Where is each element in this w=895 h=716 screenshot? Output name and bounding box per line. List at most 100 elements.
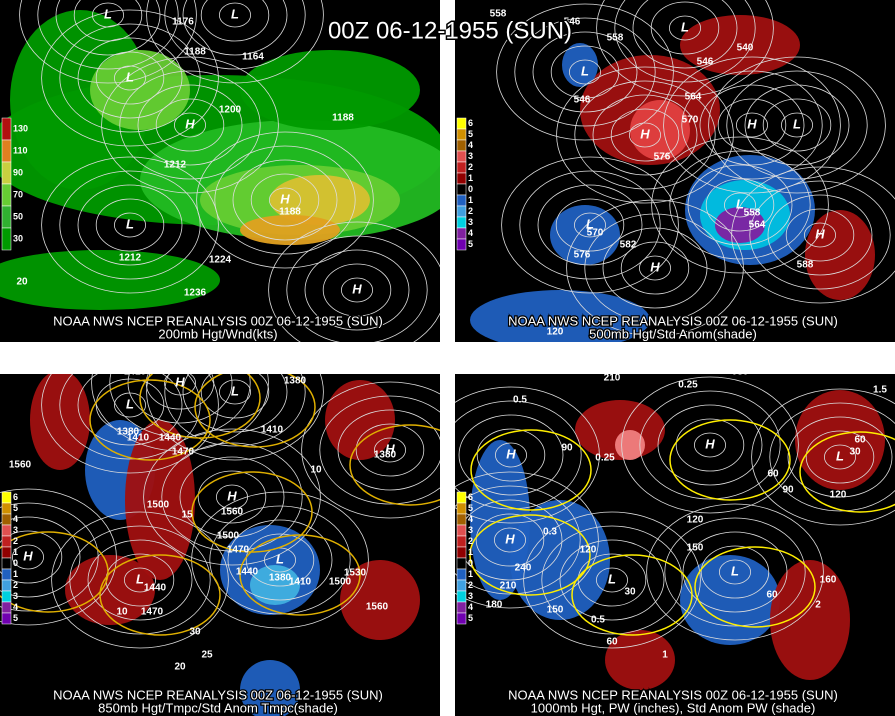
contour-label: 570 — [587, 228, 604, 239]
contour-label: 1410 — [127, 433, 150, 444]
contour-line — [621, 376, 799, 514]
contour-line — [559, 539, 665, 621]
contour-line — [114, 392, 147, 418]
shading — [805, 210, 875, 300]
pressure-center: L — [731, 563, 739, 578]
contour-label: 588 — [797, 260, 814, 271]
temp-contour — [799, 431, 895, 513]
legend-label: 2 — [468, 206, 473, 216]
legend-label: 4 — [13, 602, 18, 612]
contour-line — [215, 484, 248, 510]
caption-product: 500mb Hgt/Std Anom(shade) — [589, 326, 757, 341]
contour-label: 160 — [820, 575, 837, 586]
contour-label: 1500 — [147, 500, 170, 511]
contour-line — [717, 98, 787, 152]
shading — [770, 560, 850, 680]
contour-line — [373, 437, 406, 463]
temp-contour — [239, 534, 361, 616]
contour-line — [574, 80, 716, 190]
legend-swatch — [456, 590, 467, 603]
caption-source: NOAA NWS NCEP REANALYSIS 00Z 06-12-1955 … — [53, 313, 383, 328]
pressure-center: L — [126, 69, 134, 84]
shading — [240, 660, 300, 716]
contour-label: 210 — [604, 373, 621, 384]
contour-line — [109, 374, 251, 438]
legend-label: 1 — [468, 547, 473, 557]
contour-label: 90 — [782, 485, 794, 496]
contour-line — [574, 212, 607, 238]
pressure-center: H — [385, 441, 395, 456]
contour-line — [523, 511, 701, 649]
legend-label: 1 — [13, 547, 18, 557]
contour-line — [675, 418, 745, 472]
contour-line — [629, 122, 662, 148]
legend-swatch — [1, 524, 12, 537]
contour-line — [41, 374, 219, 474]
contour-label: 1410 — [289, 577, 312, 588]
legend-label: 4 — [468, 140, 473, 150]
contour-label: 150 — [687, 543, 704, 554]
contour-line — [705, 178, 775, 232]
contour-line — [41, 9, 219, 147]
contour-label: 1176 — [172, 17, 194, 28]
legend-swatch — [456, 172, 467, 185]
contour-line — [41, 156, 219, 294]
contour-label: 120 — [830, 490, 847, 501]
contour-label: 25 — [201, 650, 213, 661]
shading — [550, 205, 620, 265]
contour-label: 150 — [547, 605, 564, 616]
contour-label: 1530 — [344, 568, 367, 579]
contour-line — [200, 374, 270, 419]
legend-label: 1 — [468, 569, 473, 579]
pressure-center: L — [586, 216, 594, 231]
contour-line — [0, 502, 99, 612]
contour-line — [232, 159, 338, 241]
contour-label: 1470 — [172, 447, 195, 458]
legend-swatch — [456, 227, 467, 240]
contour-label: 60 — [606, 637, 618, 648]
contour-line — [726, 70, 868, 180]
legend-swatch — [1, 183, 12, 207]
pressure-center: L — [681, 19, 689, 34]
contour-line — [566, 199, 744, 337]
legend-label: 50 — [13, 211, 23, 221]
contour-label: 180 — [486, 600, 503, 611]
pressure-center: H — [227, 488, 237, 503]
contour-label: 1410 — [261, 425, 284, 436]
legend-label: 70 — [13, 189, 23, 199]
legend-label: 0 — [468, 184, 473, 194]
contour-label: 20 — [16, 277, 28, 288]
contour-line — [124, 567, 157, 593]
contour-label: 1440 — [144, 583, 167, 594]
contour-line — [55, 0, 161, 56]
pressure-center: H — [185, 116, 195, 131]
contour-label: 120 — [687, 515, 704, 526]
contour-line — [596, 0, 774, 97]
pressure-center: H — [280, 191, 290, 206]
shading — [795, 390, 885, 490]
pressure-center: H — [505, 531, 515, 546]
contour-label: 1224 — [209, 255, 232, 266]
contour-label: 60 — [766, 590, 778, 601]
contour-line — [209, 505, 351, 615]
legend-swatch — [1, 117, 12, 141]
contour-line — [69, 525, 211, 635]
contour-line — [781, 112, 814, 138]
shading — [270, 175, 370, 225]
contour-line — [646, 503, 824, 641]
contour-line — [639, 255, 672, 281]
contour-line — [785, 208, 855, 262]
contour-line — [762, 98, 832, 152]
legend-swatch — [456, 557, 467, 570]
contour-line — [77, 374, 183, 446]
contour-line — [602, 227, 708, 309]
legend-swatch — [456, 139, 467, 152]
shading — [715, 207, 765, 243]
pressure-center: H — [352, 281, 362, 296]
shading — [325, 380, 395, 460]
legend-label: 4 — [13, 514, 18, 524]
contour-label: 576 — [654, 152, 671, 163]
contour-label: 120 — [547, 327, 564, 338]
temp-contour — [194, 374, 316, 448]
